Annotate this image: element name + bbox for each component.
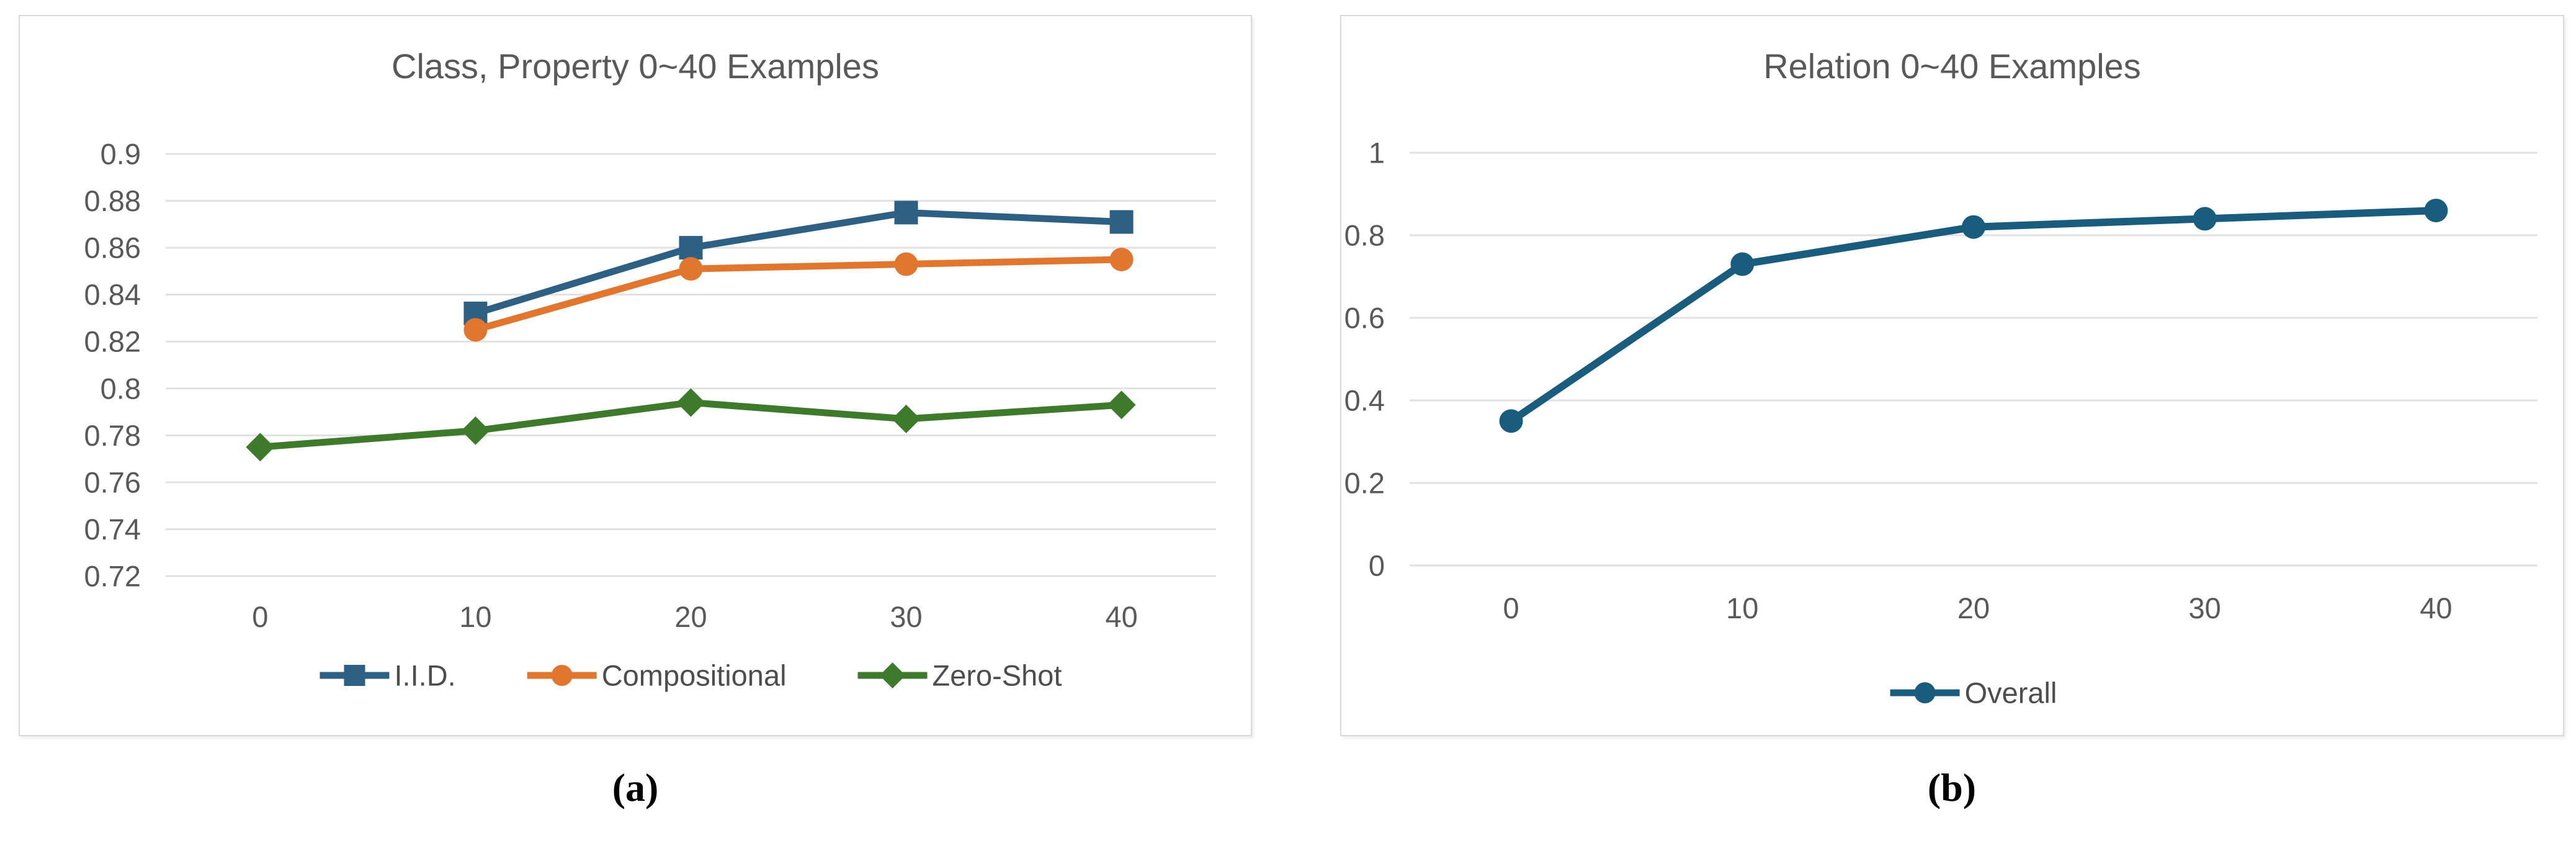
data-point-marker xyxy=(676,388,705,417)
y-tick-label: 0.72 xyxy=(84,560,141,593)
data-point-marker xyxy=(892,404,921,433)
y-tick-label: 0.2 xyxy=(1344,467,1385,500)
data-point-marker xyxy=(2193,207,2217,231)
chart-panel-relation: 1 0.8 0.6 0.4 0.2 0 0 10 20 30 40 Relation 0~40 Exa… xyxy=(1340,15,2564,736)
data-point-marker xyxy=(246,433,275,462)
legend-marker xyxy=(551,665,573,686)
y-tick-label: 0.82 xyxy=(84,325,141,358)
relation-chart: 1 0.8 0.6 0.4 0.2 0 0 10 20 30 40 Relation 0~40 Exa… xyxy=(1344,47,2538,710)
chart-title: Relation 0~40 Examples xyxy=(1763,47,2141,86)
y-tick-label: 0.76 xyxy=(84,466,141,498)
data-point-marker xyxy=(2424,199,2448,223)
y-tick-label: 0 xyxy=(1369,549,1385,582)
y-tick-label: 0.86 xyxy=(84,232,141,264)
series-line-overall xyxy=(1507,207,2440,425)
chart-panel-class-property: 0.9 0.88 0.86 0.84 0.82 0.8 0.78 0.76 0.74 0.72 0 1… xyxy=(19,15,1252,736)
x-tick-label: 40 xyxy=(2420,592,2452,624)
y-tick-label: 1 xyxy=(1369,137,1385,169)
y-tick-label: 0.84 xyxy=(84,278,141,311)
data-point-marker xyxy=(463,318,488,342)
legend-marker xyxy=(879,662,906,688)
legend-item: I.I.D. xyxy=(320,659,456,692)
y-tick-label: 0.8 xyxy=(1344,219,1385,252)
x-tick-label: 0 xyxy=(252,600,268,633)
data-point-marker xyxy=(679,257,703,281)
series-line-compositional xyxy=(472,256,1125,333)
data-point-marker xyxy=(894,252,918,276)
y-tick-label: 0.8 xyxy=(101,372,141,405)
legend: Overall xyxy=(1890,677,2057,710)
class-property-chart: 0.9 0.88 0.86 0.84 0.82 0.8 0.78 0.76 0.74 0.72 0 1… xyxy=(84,47,1216,692)
legend-marker xyxy=(1914,682,1936,703)
series-line-i-i-d- xyxy=(472,209,1125,317)
caption-a: (a) xyxy=(612,765,659,809)
legend-marker xyxy=(344,665,365,686)
data-point-marker xyxy=(1962,215,1985,239)
legend-label: Overall xyxy=(1965,677,2057,710)
legend-item: Compositional xyxy=(527,659,787,692)
caption-b: (b) xyxy=(1927,765,1977,809)
y-tick-label: 0.74 xyxy=(84,513,141,546)
data-point-marker xyxy=(461,416,490,445)
data-point-marker xyxy=(1499,409,1523,433)
legend-label: I.I.D. xyxy=(394,659,455,692)
x-tick-label: 30 xyxy=(890,600,922,633)
y-tick-label: 0.78 xyxy=(84,419,141,452)
legend-label: Zero-Shot xyxy=(932,659,1062,692)
x-tick-label: 20 xyxy=(1957,592,1990,624)
data-point-marker xyxy=(1107,390,1136,420)
legend-label: Compositional xyxy=(602,659,787,692)
y-tick-label: 0.6 xyxy=(1344,302,1385,335)
data-point-marker xyxy=(1109,210,1134,234)
x-tick-label: 40 xyxy=(1105,600,1137,633)
legend: I.I.D. Compositional Zero-Shot xyxy=(320,659,1062,692)
y-tick-label: 0.4 xyxy=(1344,384,1385,417)
data-point-marker xyxy=(1730,252,1755,276)
y-tick-label: 0.9 xyxy=(101,138,141,171)
data-point-marker xyxy=(1109,248,1134,271)
legend-item: Zero-Shot xyxy=(857,659,1062,692)
data-point-marker xyxy=(679,236,703,260)
x-tick-label: 30 xyxy=(2189,592,2221,624)
legend-item: Overall xyxy=(1890,677,2057,710)
y-tick-label: 0.88 xyxy=(84,184,141,217)
x-tick-label: 20 xyxy=(674,600,707,633)
x-tick-label: 10 xyxy=(1726,592,1758,624)
x-tick-label: 0 xyxy=(1503,592,1519,624)
data-point-marker xyxy=(894,201,918,225)
chart-title: Class, Property 0~40 Examples xyxy=(391,47,879,86)
x-tick-label: 10 xyxy=(459,600,491,633)
